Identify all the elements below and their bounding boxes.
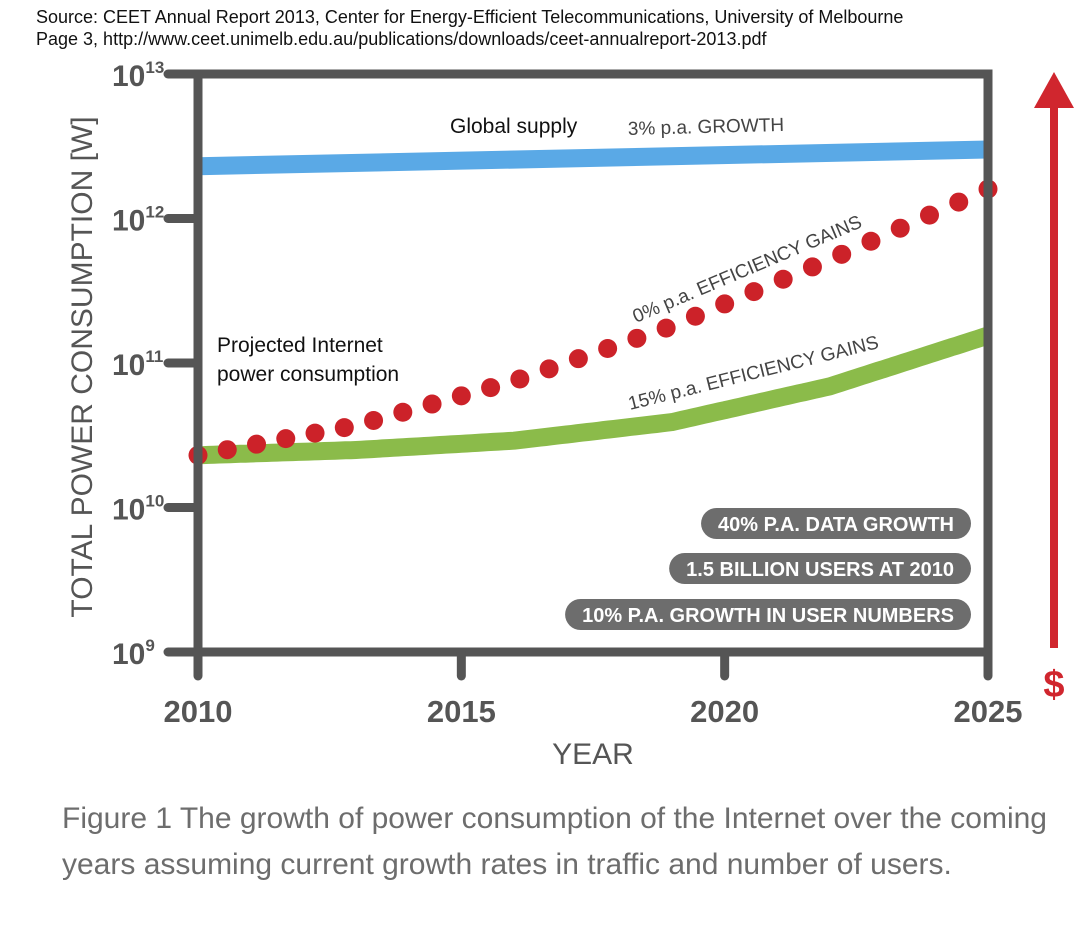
efficiency-15-band bbox=[194, 326, 992, 465]
projected-label-line-2: power consumption bbox=[217, 363, 399, 386]
caption-line-1: Figure 1 The growth of power consumption… bbox=[62, 802, 1047, 835]
source-line-1: Source: CEET Annual Report 2013, Center … bbox=[36, 7, 904, 27]
x-tick-label: 2025 bbox=[954, 694, 1023, 729]
efficiency-0-dot bbox=[773, 269, 793, 289]
efficiency-0-dot bbox=[481, 378, 501, 398]
efficiency-0-dot bbox=[510, 369, 530, 389]
efficiency-0-dot bbox=[217, 440, 237, 460]
source-line-2: Page 3, http://www.ceet.unimelb.edu.au/p… bbox=[36, 29, 767, 49]
efficiency-0-dot bbox=[744, 282, 764, 302]
badge-pill bbox=[565, 599, 971, 630]
badge-text: 10% P.A. GROWTH IN USER NUMBERS bbox=[582, 605, 954, 627]
x-tick-label: 2015 bbox=[427, 694, 496, 729]
efficiency-0-dot bbox=[861, 231, 881, 251]
efficiency-0-label: 0% p.a. EFFICIENCY GAINS bbox=[630, 212, 865, 328]
efficiency-0-dot bbox=[832, 244, 852, 264]
efficiency-0-dot bbox=[685, 306, 705, 326]
x-tick-label: 2010 bbox=[164, 694, 233, 729]
efficiency-0-dot bbox=[627, 328, 647, 348]
power-consumption-chart: 109 1010 1011 1012 1013 2010 2015 2020 2025 YEAR T… bbox=[66, 58, 1074, 771]
badge-pill bbox=[669, 553, 971, 584]
efficiency-0-dot bbox=[802, 257, 822, 277]
x-axis-title: YEAR bbox=[552, 738, 634, 771]
efficiency-0-dot bbox=[715, 294, 735, 314]
caption-line-2: years assuming current growth rates in t… bbox=[62, 848, 952, 881]
source-note: Source: CEET Annual Report 2013, Center … bbox=[36, 6, 903, 50]
efficiency-0-dot bbox=[247, 434, 267, 454]
efficiency-0-dot bbox=[276, 429, 296, 449]
currency-symbol: $ bbox=[1043, 664, 1064, 706]
y-tick-label: 109 bbox=[112, 636, 155, 671]
efficiency-0-dot bbox=[422, 394, 442, 414]
efficiency-0-dot bbox=[890, 218, 910, 238]
efficiency-0-dot bbox=[949, 192, 969, 212]
global-supply-band bbox=[197, 140, 989, 176]
efficiency-0-dot bbox=[539, 359, 559, 379]
global-supply-label: Global supply bbox=[450, 115, 578, 138]
y-tick-label: 1013 bbox=[112, 58, 164, 93]
efficiency-0-dot bbox=[364, 410, 384, 430]
efficiency-0-dot bbox=[451, 386, 471, 406]
x-tick-label: 2020 bbox=[690, 694, 759, 729]
y-tick-label: 1012 bbox=[112, 203, 164, 238]
badge-text: 1.5 BILLION USERS AT 2010 bbox=[686, 559, 954, 581]
efficiency-0-dot bbox=[393, 402, 413, 422]
efficiency-0-dot bbox=[305, 423, 325, 443]
cost-arrow-head bbox=[1034, 72, 1074, 108]
efficiency-0-dot bbox=[656, 318, 676, 338]
badge-text: 40% P.A. DATA GROWTH bbox=[718, 514, 954, 536]
y-tick-label: 1010 bbox=[112, 492, 164, 527]
efficiency-0-dot bbox=[919, 205, 939, 225]
efficiency-0-dot bbox=[334, 418, 354, 438]
efficiency-0-dot bbox=[598, 338, 618, 358]
y-axis-title: TOTAL POWER CONSUMPTION [W] bbox=[66, 116, 99, 617]
projected-label-line-1: Projected Internet bbox=[217, 334, 383, 357]
efficiency-0-dot bbox=[568, 349, 588, 369]
y-tick-label: 1011 bbox=[112, 347, 163, 382]
badge-pill bbox=[701, 508, 971, 539]
global-growth-label: 3% p.a. GROWTH bbox=[628, 115, 785, 140]
figure-caption: Figure 1 The growth of power consumption… bbox=[62, 796, 1072, 888]
